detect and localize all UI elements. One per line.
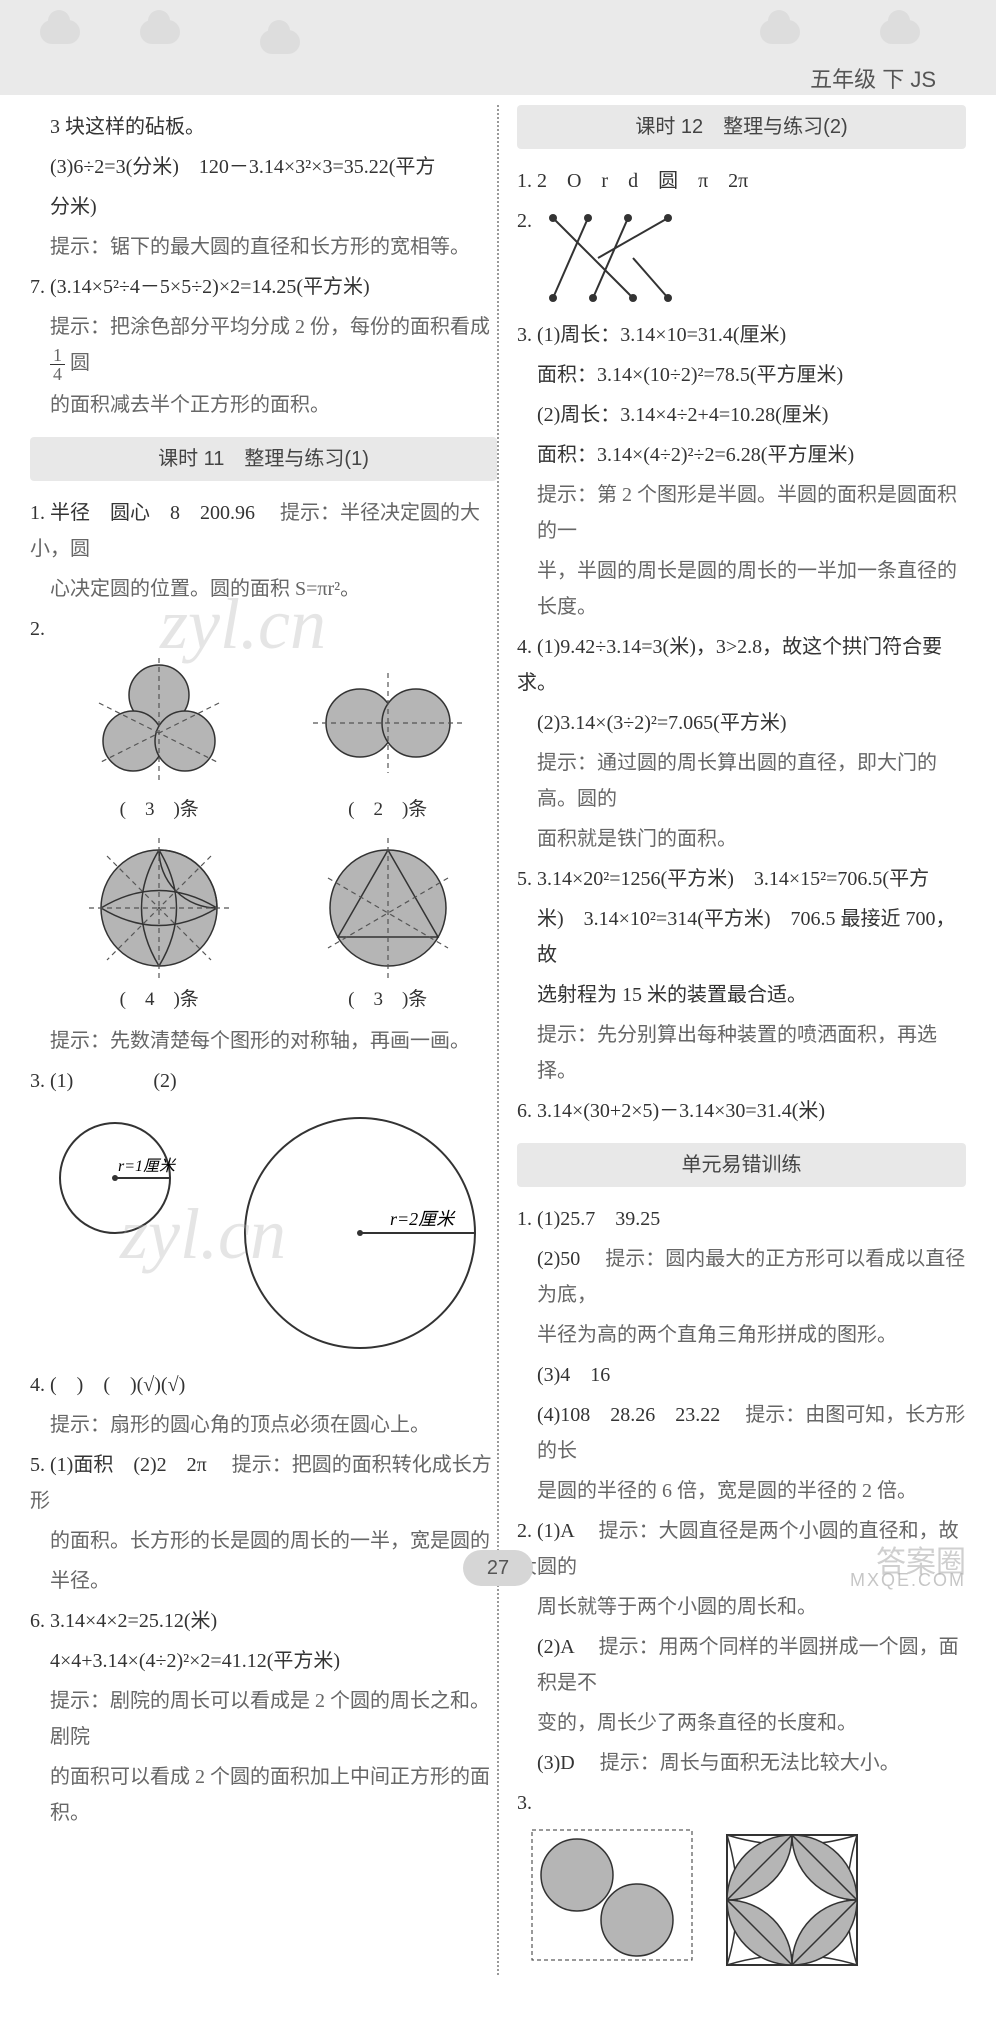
hint: 提示：先分别算出每种装置的喷洒面积，再选择。 <box>517 1017 966 1089</box>
page-body: 3 块这样的砧板。 (3)6÷2=3(分米) 120－3.14×3²×3=35.… <box>0 95 996 2025</box>
hint: 的面积可以看成 2 个圆的面积加上中间正方形的面积。 <box>30 1759 497 1831</box>
caption: ( 2 )条 <box>278 793 497 827</box>
text: (3)D 提示：周长与面积无法比较大小。 <box>517 1745 966 1781</box>
diagram-grid: ( 3 )条 ( 2 )条 <box>50 653 497 1017</box>
caption: ( 4 )条 <box>50 983 268 1017</box>
hint: 的面积。长方形的长是圆的周长的一半，宽是圆的 <box>30 1523 497 1559</box>
url-watermark: MXQE.COM <box>850 1564 966 1596</box>
text: (3)4 16 <box>517 1357 966 1393</box>
text: (2)50 提示：圆内最大的正方形可以看成以直径为底， <box>517 1241 966 1313</box>
fraction: 1 4 <box>50 346 65 383</box>
circle-r1: r=1厘米 <box>50 1103 200 1253</box>
text-part: 5. (1)面积 (2)2 2π <box>30 1454 227 1476</box>
text: (4)108 28.26 23.22 提示：由图可知，长方形的长 <box>517 1397 966 1469</box>
caption: ( 3 )条 <box>50 793 268 827</box>
text: 4. (1)9.42÷3.14=3(米)，3>2.8，故这个拱门符合要求。 <box>517 629 966 701</box>
text-part: (3)D <box>537 1752 595 1774</box>
hint: 半径。 <box>30 1563 497 1599</box>
text-part: (2)50 <box>537 1248 600 1270</box>
hint: 半径为高的两个直角三角形拼成的图形。 <box>517 1317 966 1353</box>
hint: 面积就是铁门的面积。 <box>517 821 966 857</box>
hint-part: 提示：圆内最大的正方形可以看成以直径为底， <box>537 1248 965 1306</box>
section-heading: 课时 11 整理与练习(1) <box>30 437 497 481</box>
text: 1. 半径 圆心 8 200.96 提示：半径决定圆的大小，圆 <box>30 495 497 567</box>
section-heading: 课时 12 整理与练习(2) <box>517 105 966 149</box>
text-part: (4)108 28.26 23.22 <box>537 1404 740 1426</box>
matching-diagram <box>538 203 688 313</box>
text: 米) 3.14×10²=314(平方米) 706.5 最接近 700，故 <box>517 901 966 973</box>
hint: 提示：先数清楚每个图形的对称轴，再画一画。 <box>30 1023 497 1059</box>
hint-part: 提示：周长与面积无法比较大小。 <box>600 1752 900 1774</box>
diagram-cell: ( 2 )条 <box>278 653 497 827</box>
text-part: 1. 半径 圆心 8 200.96 <box>30 502 275 524</box>
circle-r2: r=2厘米 <box>230 1103 490 1363</box>
frac-num: 1 <box>50 346 65 365</box>
text-part: (2)A <box>537 1636 594 1658</box>
q3-diagrams: r=1厘米 r=2厘米 <box>50 1103 497 1363</box>
hint: 的面积减去半个正方形的面积。 <box>30 387 497 423</box>
right-column: 课时 12 整理与练习(2) 1. 2 O r d 圆 π 2π 2. 3. (… <box>499 105 966 1975</box>
diagram-cell: ( 4 )条 <box>50 833 268 1017</box>
symmetry-diagram-c <box>79 833 239 983</box>
text-part: 2. (1)A <box>517 1520 594 1542</box>
diagram-cell: ( 3 )条 <box>50 653 268 827</box>
text: 面积：3.14×(4÷2)²÷2=6.28(平方厘米) <box>517 437 966 473</box>
two-tangent-circles <box>527 1825 697 1965</box>
hint: 提示：通过圆的周长算出圆的直径，即大门的高。圆的 <box>517 745 966 817</box>
q2-label: 2. <box>517 203 532 239</box>
text: 分米) <box>30 189 497 225</box>
text: (2)3.14×(3÷2)²=7.065(平方米) <box>517 705 966 741</box>
symmetry-diagram-b <box>298 653 478 793</box>
text: 4. ( ) ( )(√)(√) <box>30 1367 497 1403</box>
left-column: 3 块这样的砧板。 (3)6÷2=3(分米) 120－3.14×3²×3=35.… <box>30 105 497 1975</box>
q3-label: 3. <box>517 1785 966 1821</box>
hint: 是圆的半径的 6 倍，宽是圆的半径的 2 倍。 <box>517 1473 966 1509</box>
hint-part: 提示：用两个同样的半圆拼成一个圆，面积是不 <box>537 1636 959 1694</box>
hint: 提示：扇形的圆心角的顶点必须在圆心上。 <box>30 1407 497 1443</box>
hint-part: 提示：把涂色部分平均分成 2 份，每份的面积看成 <box>50 316 490 338</box>
caption: ( 3 )条 <box>278 983 497 1017</box>
diagram-cell: ( 3 )条 <box>278 833 497 1017</box>
text: 1. (1)25.7 39.25 <box>517 1201 966 1237</box>
section-heading: 单元易错训练 <box>517 1143 966 1187</box>
text: 5. 3.14×20²=1256(平方米) 3.14×15²=706.5(平方 <box>517 861 966 897</box>
header-title: 五年级 下 JS <box>810 60 936 100</box>
text: 6. 3.14×(30+2×5)－3.14×30=31.4(米) <box>517 1093 966 1129</box>
symmetry-diagram-a <box>79 653 239 793</box>
text: 7. (3.14×5²÷4－5×5÷2)×2=14.25(平方米) <box>30 269 497 305</box>
text: 6. 3.14×4×2=25.12(米) <box>30 1603 497 1639</box>
hint: 提示：剧院的周长可以看成是 2 个圆的周长之和。剧院 <box>30 1683 497 1755</box>
hint: 心决定圆的位置。圆的面积 S=πr²。 <box>30 571 497 607</box>
r2-label: r=2厘米 <box>390 1209 456 1229</box>
text: 4×4+3.14×(4÷2)²×2=41.12(平方米) <box>30 1643 497 1679</box>
square-leaves <box>717 1825 867 1975</box>
hint: 提示：第 2 个图形是半圆。半圆的面积是圆面积的一 <box>517 477 966 549</box>
q2-label: 2. <box>30 611 497 647</box>
header-band: 五年级 下 JS <box>0 0 996 95</box>
hint: 半，半圆的周长是圆的周长的一半加一条直径的长度。 <box>517 553 966 625</box>
text: 1. 2 O r d 圆 π 2π <box>517 163 966 199</box>
symmetry-diagram-d <box>308 833 468 983</box>
hint: 提示：锯下的最大圆的直径和长方形的宽相等。 <box>30 229 497 265</box>
q3-diagrams <box>527 1825 966 1975</box>
text: 3 块这样的砧板。 <box>30 109 497 145</box>
q2-row: 2. <box>517 203 966 313</box>
text: (2)周长：3.14×4÷2+4=10.28(厘米) <box>517 397 966 433</box>
r1-label: r=1厘米 <box>118 1157 177 1175</box>
page-number: 27 <box>463 1550 533 1586</box>
text: (2)A 提示：用两个同样的半圆拼成一个圆，面积是不 <box>517 1629 966 1701</box>
q3-label: 3. (1) (2) <box>30 1063 497 1099</box>
text: 面积：3.14×(10÷2)²=78.5(平方厘米) <box>517 357 966 393</box>
hint: 提示：把涂色部分平均分成 2 份，每份的面积看成 1 4 圆 <box>30 309 497 383</box>
hint-part: 圆 <box>70 352 90 374</box>
text: (3)6÷2=3(分米) 120－3.14×3²×3=35.22(平方 <box>30 149 497 185</box>
frac-den: 4 <box>50 365 65 383</box>
text: 3. (1)周长：3.14×10=31.4(厘米) <box>517 317 966 353</box>
text: 选射程为 15 米的装置最合适。 <box>517 977 966 1013</box>
hint: 变的，周长少了两条直径的长度和。 <box>517 1705 966 1741</box>
text: 5. (1)面积 (2)2 2π 提示：把圆的面积转化成长方形 <box>30 1447 497 1519</box>
